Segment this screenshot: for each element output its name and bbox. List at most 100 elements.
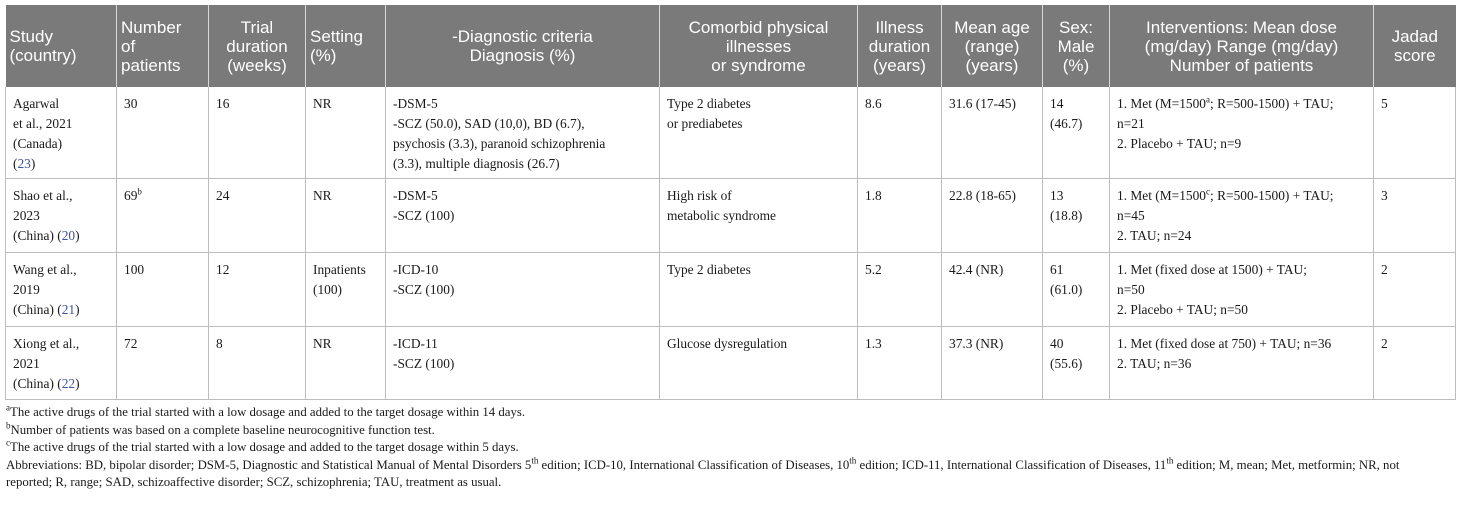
footnote-marker: th: [531, 455, 539, 466]
text-run: 14: [1050, 96, 1064, 111]
cell-comorbid: Type 2 diabetes or prediabetes: [659, 87, 858, 179]
cell-line: (China) (21): [13, 300, 109, 320]
study-characteristics-table-container: Study (country) Number of patients Trial durat…: [5, 5, 1456, 492]
footnote-marker: a: [1206, 94, 1211, 105]
cell-line: 40: [1050, 334, 1102, 354]
cell-line: -SCZ (100): [393, 354, 652, 374]
cell-line: (China) (20): [13, 226, 109, 246]
cell-age: 31.6 (17-45): [941, 87, 1043, 179]
text-run: 2. TAU; n=36: [1117, 356, 1192, 371]
cell-jadad: 3: [1373, 178, 1456, 253]
cell-line: 12: [216, 260, 298, 280]
cell-line: (Canada): [13, 134, 109, 154]
text-run: Abbreviations: BD, bipolar disorder; DSM…: [6, 457, 532, 472]
text-run: 12: [216, 262, 230, 277]
cell-setting: NR: [305, 326, 386, 400]
text-run: Inpatients: [313, 262, 366, 277]
text-run: ; R=500-1500) + TAU;: [1210, 188, 1334, 203]
column-header-line: Male: [1057, 36, 1095, 56]
cell-line: Xiong et al.,: [13, 334, 109, 354]
table-row: Wang et al., 2019 (China) (21) 100 12 Inpatie…: [5, 252, 1456, 327]
cell-interventions: 1. Met (M=1500c; R=500-1500) + TAU; n=45 2…: [1109, 178, 1374, 253]
text-run: 2. Placebo + TAU; n=9: [1117, 136, 1242, 151]
footnote-marker: c: [1206, 186, 1211, 197]
text-run: ): [75, 302, 80, 317]
text-run: 3: [1381, 188, 1388, 203]
column-header: Illness duration (years): [857, 5, 942, 87]
text-run: or prediabetes: [667, 116, 743, 131]
column-header-line: or syndrome: [711, 55, 806, 75]
study-characteristics-table: Study (country) Number of patients Trial durat…: [5, 5, 1456, 400]
cell-line: 2. Placebo + TAU; n=9: [1117, 134, 1366, 154]
footnote-marker: c: [6, 437, 10, 448]
table-row: Shao et al., 2023 (China) (20) 69b 24 NR -DSM-…: [5, 178, 1456, 253]
cell-study: Agarwal et al., 2021 (Canada) (23): [5, 87, 117, 179]
text-run: 22.8 (18-65): [949, 188, 1016, 203]
column-header-line: -Diagnostic criteria: [452, 27, 593, 46]
column-header-line: of: [121, 36, 136, 56]
text-run: 37.3 (NR): [949, 336, 1004, 351]
text-run: 2. Placebo + TAU; n=50: [1117, 302, 1248, 317]
column-header: Jadad score: [1373, 5, 1456, 87]
column-header: Study (country): [5, 5, 117, 87]
cell-line: 2023: [13, 206, 109, 226]
reference-link[interactable]: 23: [17, 156, 31, 171]
text-run: 2019: [13, 282, 40, 297]
cell-line: (46.7): [1050, 114, 1102, 134]
text-run: (55.6): [1050, 356, 1083, 371]
cell-illness: 5.2: [857, 252, 942, 327]
text-run: -SCZ (100): [393, 356, 455, 371]
cell-interventions: 1. Met (fixed dose at 750) + TAU; n=36 2.…: [1109, 326, 1374, 400]
cell-age: 37.3 (NR): [941, 326, 1043, 400]
text-run: 1. Met (fixed dose at 1500) + TAU;: [1117, 262, 1307, 277]
cell-line: 2. Placebo + TAU; n=50: [1117, 300, 1366, 320]
cell-line: 2. TAU; n=36: [1117, 354, 1366, 374]
text-run: -SCZ (50.0), SAD (10,0), BD (6.7),: [393, 116, 585, 131]
cell-line: 72: [124, 334, 201, 354]
cell-line: (23): [13, 154, 109, 174]
text-run: 2: [1381, 336, 1388, 351]
cell-patients: 100: [116, 252, 209, 327]
text-run: 2. TAU; n=24: [1117, 228, 1192, 243]
text-run: 100: [124, 262, 145, 277]
text-run: NR: [313, 96, 332, 111]
column-header-line: Jadad: [1391, 27, 1438, 46]
column-header-line: patients: [121, 55, 181, 75]
text-run: -ICD-10: [393, 262, 439, 277]
column-header-line: Diagnosis (%): [469, 46, 576, 65]
column-header-line: Study: [9, 27, 53, 46]
cell-setting: Inpatients (100): [305, 252, 386, 327]
cell-line: -SCZ (100): [393, 280, 652, 300]
cell-comorbid: Glucose dysregulation: [659, 326, 858, 400]
reference-link[interactable]: 21: [61, 302, 76, 317]
column-header-line: (%): [310, 46, 337, 65]
cell-line: 1. Met (fixed dose at 750) + TAU; n=36: [1117, 334, 1366, 354]
reference-link[interactable]: 22: [61, 376, 76, 391]
cell-line: 2: [1381, 260, 1448, 280]
cell-illness: 8.6: [857, 87, 942, 179]
cell-line: 16: [216, 94, 298, 114]
text-run: 8.6: [865, 96, 882, 111]
cell-diagnosis: -DSM-5 -SCZ (100): [385, 178, 660, 253]
text-run: 16: [216, 96, 230, 111]
footnote-line: Abbreviations: BD, bipolar disorder; DSM…: [6, 455, 1455, 475]
reference-link[interactable]: 20: [61, 228, 76, 243]
text-run: 40: [1050, 336, 1064, 351]
text-run: 8: [216, 336, 223, 351]
text-run: Type 2 diabetes: [667, 96, 751, 111]
text-run: edition; ICD-10, International Classific…: [538, 457, 850, 472]
cell-diagnosis: -ICD-10 -SCZ (100): [385, 252, 660, 327]
cell-line: -DSM-5: [393, 94, 652, 114]
text-run: 24: [216, 188, 230, 203]
footnote-marker: b: [6, 420, 11, 431]
cell-study: Wang et al., 2019 (China) (21): [5, 252, 117, 327]
column-header: -Diagnostic criteria Diagnosis (%): [385, 5, 660, 87]
column-header: Setting (%): [305, 5, 386, 87]
cell-line: -SCZ (50.0), SAD (10,0), BD (6.7),: [393, 114, 652, 134]
cell-jadad: 2: [1373, 252, 1456, 327]
text-run: The active drugs of the trial started wi…: [10, 440, 519, 454]
cell-line: 30: [124, 94, 201, 114]
cell-line: Inpatients: [313, 260, 378, 280]
cell-line: 42.4 (NR): [949, 260, 1035, 280]
cell-sex: 14 (46.7): [1042, 87, 1110, 179]
